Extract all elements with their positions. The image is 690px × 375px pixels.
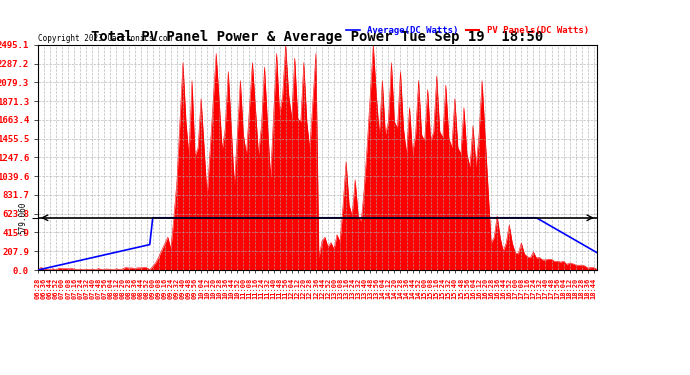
- Legend: Average(DC Watts), PV Panels(DC Watts): Average(DC Watts), PV Panels(DC Watts): [343, 22, 592, 39]
- Text: Copyright 2023 Cartronics.com: Copyright 2023 Cartronics.com: [38, 34, 172, 43]
- Title: Total PV Panel Power & Average Power Tue Sep 19  18:50: Total PV Panel Power & Average Power Tue…: [91, 30, 544, 44]
